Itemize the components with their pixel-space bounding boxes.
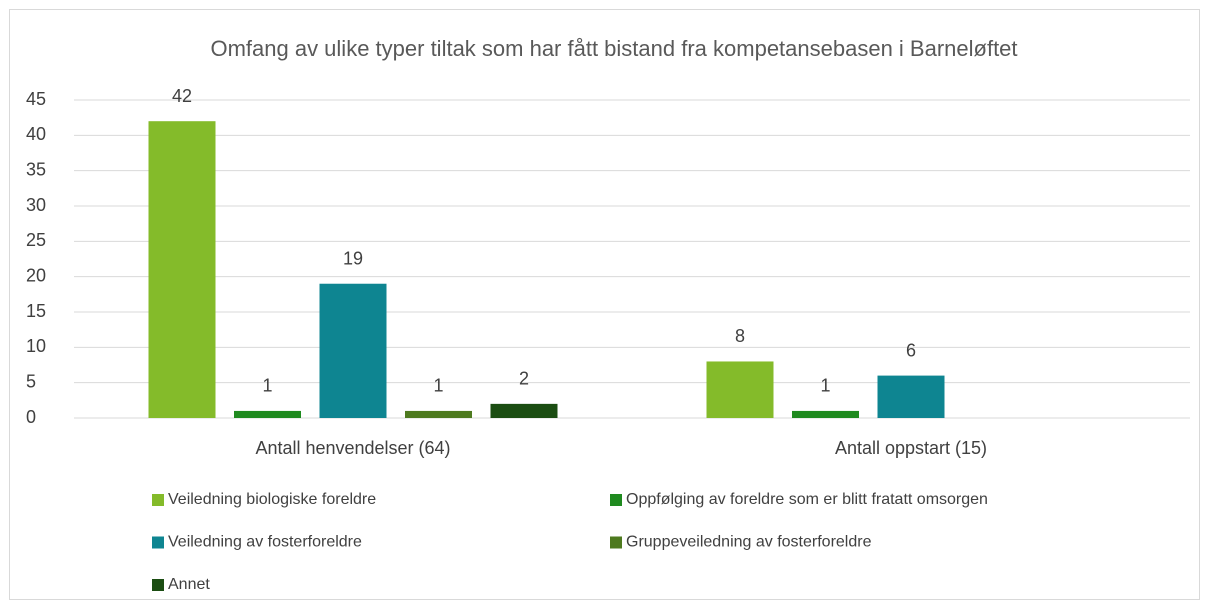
bar — [792, 410, 859, 418]
y-tick-label: 5 — [26, 371, 36, 391]
chart-title: Omfang av ulike typer tiltak som har fåt… — [210, 36, 1017, 61]
bar — [148, 121, 216, 418]
legend-swatch — [610, 536, 622, 549]
legend-label: Gruppeveiledning av fosterforeldre — [626, 534, 872, 551]
y-tick-label: 30 — [26, 195, 46, 215]
legend-swatch — [152, 579, 164, 591]
legend-label: Veiledning av fosterforeldre — [168, 534, 362, 551]
bar — [234, 410, 301, 418]
legend-label: Veiledning biologiske foreldre — [168, 491, 376, 508]
y-tick-label: 45 — [26, 89, 46, 109]
bar — [405, 410, 472, 418]
x-tick-label: Antall oppstart (15) — [835, 438, 987, 458]
y-tick-label: 0 — [26, 407, 36, 427]
bar — [490, 403, 558, 418]
data-label: 6 — [906, 340, 916, 360]
bar — [877, 375, 945, 418]
data-label: 2 — [519, 369, 529, 389]
y-tick-label: 35 — [26, 159, 46, 179]
legend-swatch — [152, 536, 164, 549]
legend-label: Annet — [168, 576, 210, 593]
y-tick-label: 20 — [26, 265, 46, 285]
data-label: 1 — [820, 376, 830, 396]
data-label: 42 — [172, 86, 192, 106]
bar — [319, 283, 387, 418]
bar — [706, 361, 774, 418]
x-tick-label: Antall henvendelser (64) — [255, 438, 450, 458]
data-label: 1 — [433, 376, 443, 396]
y-tick-label: 10 — [26, 336, 46, 356]
y-tick-label: 15 — [26, 301, 46, 321]
legend-swatch — [610, 494, 622, 506]
legend-swatch — [152, 494, 164, 506]
data-label: 19 — [343, 248, 363, 268]
y-tick-label: 25 — [26, 230, 46, 250]
legend-label: Oppfølging av foreldre som er blitt frat… — [626, 491, 988, 508]
data-label: 1 — [262, 376, 272, 396]
y-tick-label: 40 — [26, 124, 46, 144]
data-label: 8 — [735, 326, 745, 346]
